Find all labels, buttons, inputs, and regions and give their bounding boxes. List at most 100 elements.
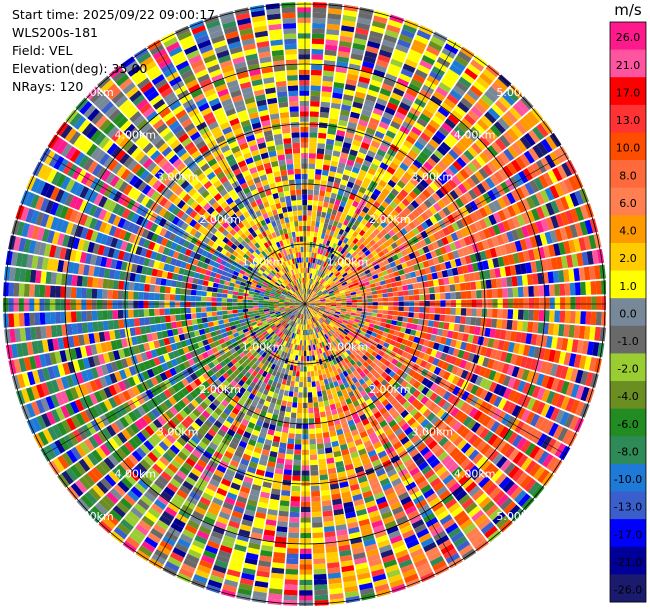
range-gate <box>328 314 334 318</box>
range-gate <box>370 287 377 292</box>
range-gate <box>382 157 392 166</box>
range-gate <box>311 54 323 60</box>
range-gate <box>373 235 380 243</box>
range-gate <box>322 432 330 439</box>
range-gate <box>436 145 448 156</box>
range-gate <box>477 98 491 111</box>
range-gate <box>427 258 435 267</box>
range-gate <box>536 141 549 156</box>
range-gate <box>579 204 589 220</box>
range-gate <box>487 358 495 369</box>
range-gate <box>359 236 366 244</box>
range-gate <box>315 169 322 175</box>
range-gate <box>326 388 332 395</box>
range-gate <box>348 116 359 124</box>
range-gate <box>540 157 552 171</box>
range-gate <box>484 327 491 337</box>
range-gate <box>506 128 519 141</box>
range-gate <box>460 227 469 238</box>
range-gate <box>541 375 550 388</box>
range-gate <box>469 253 477 263</box>
range-gate <box>551 336 558 349</box>
range-gate <box>482 192 492 204</box>
range-gate <box>491 82 505 95</box>
range-gate <box>356 86 368 94</box>
range-gate <box>330 298 336 301</box>
range-gate <box>408 149 419 159</box>
range-gate <box>425 142 436 153</box>
range-gate <box>482 164 493 176</box>
range-gate <box>401 351 409 358</box>
range-gate <box>312 293 317 298</box>
range-gate <box>384 233 392 241</box>
range-gate <box>529 445 541 459</box>
range-gate <box>463 114 476 126</box>
range-gate <box>350 144 360 152</box>
range-gate <box>437 255 445 264</box>
range-gate <box>523 150 535 164</box>
range-gate <box>491 288 498 298</box>
range-gate <box>575 369 584 384</box>
range-gate <box>327 8 342 15</box>
range-gate <box>546 390 556 405</box>
range-gate <box>539 233 548 246</box>
range-gate <box>389 339 397 346</box>
range-gate <box>466 419 477 430</box>
range-gate <box>280 495 290 502</box>
range-gate <box>573 238 582 252</box>
range-gate <box>466 177 476 188</box>
range-gate <box>434 286 440 293</box>
range-gate <box>321 174 328 181</box>
range-gate <box>514 240 523 252</box>
range-gate <box>343 89 355 97</box>
range-gate <box>511 142 523 156</box>
range-gate <box>406 53 420 64</box>
range-gate <box>312 522 323 528</box>
range-gate <box>508 298 514 309</box>
range-gate <box>464 203 474 214</box>
range-gate <box>311 376 316 382</box>
range-gate <box>317 292 323 296</box>
range-gate <box>575 401 585 416</box>
range-gate <box>391 358 399 366</box>
range-gate <box>315 305 321 307</box>
range-gate <box>459 137 471 149</box>
range-gate <box>301 173 308 180</box>
range-gate <box>479 250 487 261</box>
range-gate <box>310 459 318 466</box>
range-gate <box>392 87 405 97</box>
range-gate <box>318 227 323 233</box>
range-gate <box>442 227 451 236</box>
range-gate <box>457 50 472 63</box>
range-gate <box>536 387 546 401</box>
range-gate <box>300 533 312 539</box>
range-gate <box>389 14 404 24</box>
range-gate <box>486 308 493 318</box>
range-gate <box>340 270 347 276</box>
range-gate <box>295 376 300 382</box>
range-gate <box>410 44 425 55</box>
range-gate <box>318 284 323 289</box>
range-gate <box>312 22 326 29</box>
range-gate <box>452 250 460 259</box>
range-gate <box>448 149 459 160</box>
range-gate <box>305 272 308 278</box>
range-gate <box>309 355 313 362</box>
range-gate <box>351 166 360 174</box>
range-gate <box>499 244 508 256</box>
range-gate <box>340 152 349 159</box>
range-gate <box>332 231 339 238</box>
range-gate <box>399 189 409 198</box>
range-gate <box>450 232 459 242</box>
range-gate <box>298 392 303 398</box>
range-gate <box>564 413 575 428</box>
range-gate <box>350 326 357 331</box>
range-gate <box>355 316 361 320</box>
range-gate <box>396 130 408 140</box>
range-gate <box>433 202 442 212</box>
range-gate <box>310 302 316 304</box>
range-gate <box>412 186 422 196</box>
range-gate <box>441 361 450 371</box>
range-gate <box>345 233 352 240</box>
range-gate <box>283 600 298 606</box>
